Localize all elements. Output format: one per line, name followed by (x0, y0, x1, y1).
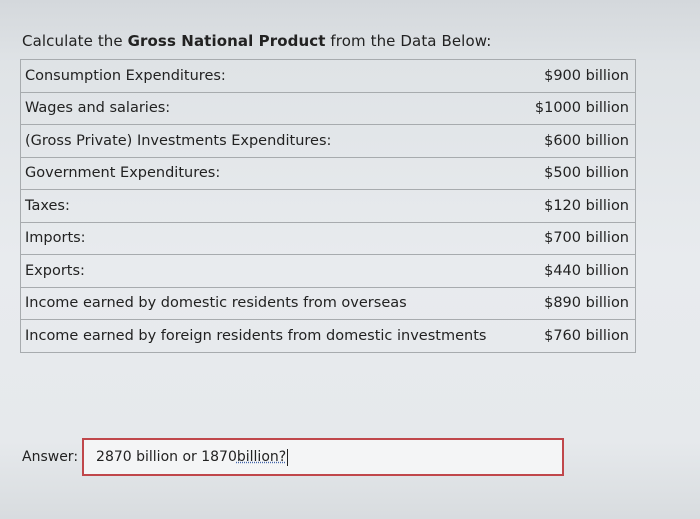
table-row: Wages and salaries: $1000 billion (20, 91, 636, 125)
row-value: $890 billion (523, 286, 636, 320)
answer-row: Answer: 2870 billion or 1870 billion? (22, 436, 565, 478)
row-label: Government Expenditures: (20, 156, 524, 190)
row-label: Income earned by foreign residents from … (20, 319, 524, 353)
row-value: $500 billion (523, 156, 636, 190)
row-label: (Gross Private) Investments Expenditures… (20, 124, 524, 158)
row-label: Imports: (20, 221, 524, 255)
row-label: Consumption Expenditures: (20, 59, 524, 93)
row-label: Wages and salaries: (20, 91, 524, 125)
question-bold-term: Gross National Product (127, 32, 326, 50)
table-row: Income earned by foreign residents from … (20, 319, 636, 353)
row-label: Taxes: (20, 189, 524, 223)
table-row: Taxes: $120 billion (20, 189, 636, 223)
row-value: $900 billion (523, 59, 636, 93)
row-label: Income earned by domestic residents from… (20, 286, 524, 320)
text-caret (287, 448, 289, 466)
answer-label: Answer: (22, 449, 79, 465)
row-value: $120 billion (523, 189, 636, 223)
question-prefix: Calculate the (22, 32, 128, 50)
table-row: Exports: $440 billion (20, 254, 636, 288)
data-table: Consumption Expenditures: $900 billion W… (20, 59, 636, 353)
table-row: (Gross Private) Investments Expenditures… (20, 124, 636, 158)
table-row: Government Expenditures: $500 billion (20, 156, 636, 190)
row-value: $760 billion (523, 319, 636, 353)
table-row: Income earned by domestic residents from… (20, 286, 636, 320)
row-value: $700 billion (523, 221, 636, 255)
answer-value-flagged: billion? (236, 449, 287, 465)
table-row: Consumption Expenditures: $900 billion (20, 59, 636, 93)
answer-value: 2870 billion or 1870 (96, 449, 237, 465)
table-row: Imports: $700 billion (20, 221, 636, 255)
row-value: $440 billion (523, 254, 636, 288)
row-value: $600 billion (523, 124, 636, 158)
row-label: Exports: (20, 254, 524, 288)
answer-input[interactable]: 2870 billion or 1870 billion? (82, 438, 565, 476)
question-suffix: from the Data Below: (325, 32, 492, 50)
question-title: Calculate the Gross National Product fro… (22, 32, 491, 50)
row-value: $1000 billion (523, 91, 636, 125)
